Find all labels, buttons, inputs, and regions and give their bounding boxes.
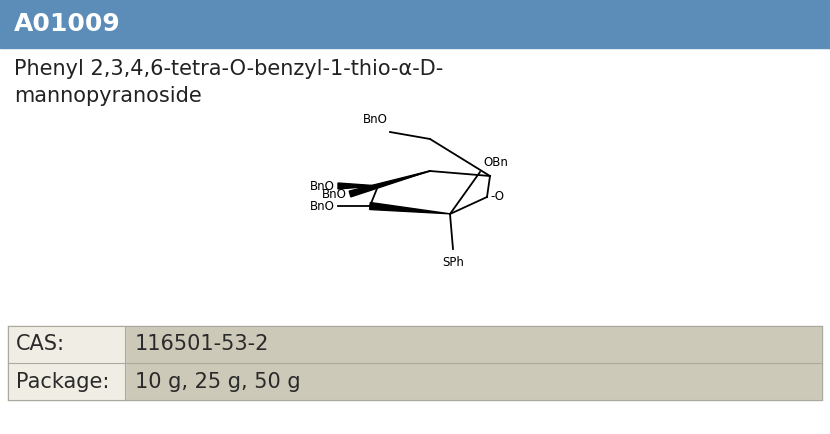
Text: BnO: BnO xyxy=(310,200,335,213)
Bar xyxy=(8,363,822,400)
Text: Package:: Package: xyxy=(16,372,110,391)
Text: -O: -O xyxy=(490,191,504,204)
Bar xyxy=(0,0,830,48)
Text: A01009: A01009 xyxy=(14,12,120,36)
Text: CAS:: CAS: xyxy=(16,335,65,355)
Text: BnO: BnO xyxy=(310,180,335,193)
Bar xyxy=(8,363,125,400)
Text: Phenyl 2,3,4,6-tetra-O-benzyl-1-thio-α-D-: Phenyl 2,3,4,6-tetra-O-benzyl-1-thio-α-D… xyxy=(14,59,443,79)
Bar xyxy=(8,326,822,363)
Text: BnO: BnO xyxy=(322,187,347,201)
Text: 116501-53-2: 116501-53-2 xyxy=(135,335,270,355)
Polygon shape xyxy=(369,203,450,214)
Text: mannopyranoside: mannopyranoside xyxy=(14,86,202,106)
Text: BnO: BnO xyxy=(364,113,388,126)
Text: SPh: SPh xyxy=(442,256,464,269)
Bar xyxy=(8,326,125,363)
Polygon shape xyxy=(349,171,430,197)
Text: 10 g, 25 g, 50 g: 10 g, 25 g, 50 g xyxy=(135,372,300,391)
Text: OBn: OBn xyxy=(483,156,508,169)
Polygon shape xyxy=(338,183,378,189)
